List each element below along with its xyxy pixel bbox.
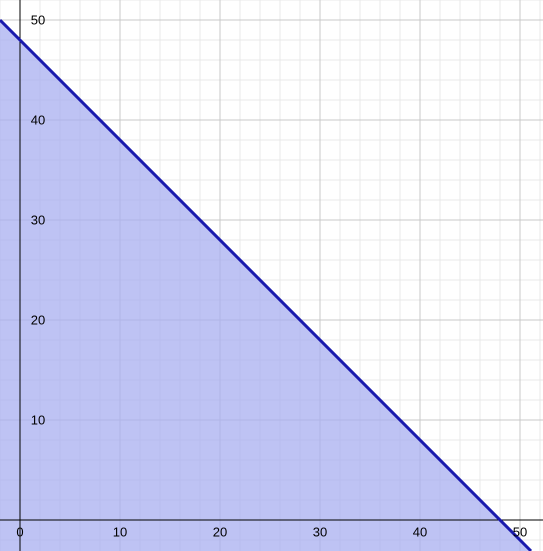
x-tick-label: 10 [113,525,127,540]
x-tick-label: 30 [313,525,327,540]
y-tick-label: 40 [31,113,45,128]
y-tick-label: 20 [31,313,45,328]
x-tick-label: 40 [413,525,427,540]
x-tick-label: 50 [513,525,527,540]
plot-svg [0,0,543,551]
y-tick-label: 10 [31,413,45,428]
y-tick-label: 30 [31,213,45,228]
y-tick-label: 50 [31,13,45,28]
x-tick-label: 0 [16,525,23,540]
x-tick-label: 20 [213,525,227,540]
chart-plot: 0 10 20 30 40 50 10 20 30 40 50 [0,0,543,551]
